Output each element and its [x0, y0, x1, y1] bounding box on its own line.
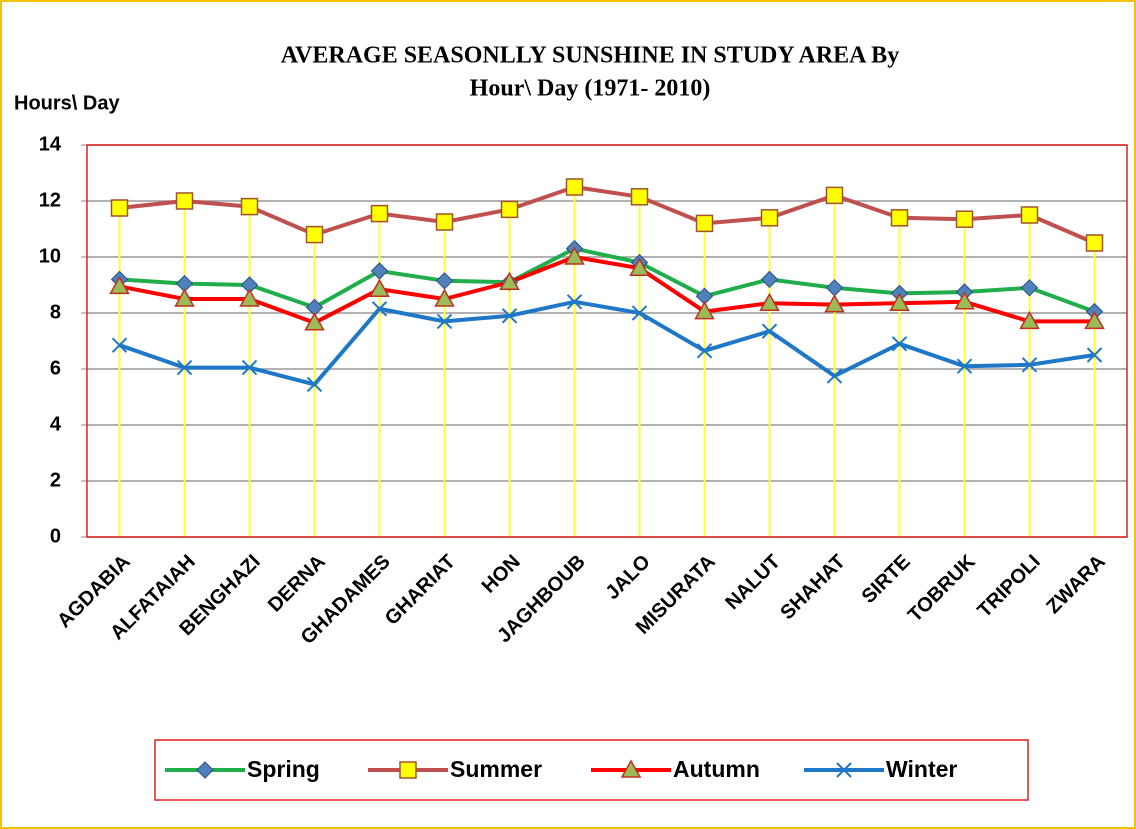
marker	[825, 186, 844, 205]
marker	[1085, 234, 1104, 252]
marker	[631, 305, 648, 321]
marker	[1086, 347, 1103, 363]
marker	[694, 301, 715, 320]
marker	[435, 213, 454, 231]
marker	[759, 292, 780, 311]
marker	[176, 359, 193, 376]
legend-label: Spring	[247, 756, 320, 782]
y-tick-label: 8	[50, 301, 61, 323]
marker	[760, 270, 779, 289]
marker	[566, 294, 583, 310]
marker	[499, 271, 520, 290]
marker	[369, 278, 390, 297]
marker	[1084, 310, 1105, 330]
marker	[110, 199, 129, 217]
series-line	[119, 246, 1096, 314]
marker	[630, 188, 649, 206]
marker	[305, 225, 324, 244]
marker	[891, 336, 908, 352]
legend-marker	[836, 762, 852, 778]
marker	[174, 288, 195, 307]
marker	[889, 292, 910, 311]
y-tick-label: 10	[39, 245, 61, 267]
marker	[434, 288, 455, 307]
marker	[111, 337, 128, 353]
marker	[436, 313, 453, 330]
marker	[240, 197, 259, 216]
legend-label: Autumn	[673, 756, 760, 782]
marker	[1021, 357, 1038, 373]
legend-marker	[620, 759, 642, 778]
series-line	[118, 299, 1095, 387]
marker	[306, 376, 323, 393]
marker	[761, 323, 778, 339]
marker	[695, 214, 714, 233]
marker	[371, 301, 388, 317]
legend-label: Summer	[450, 756, 542, 782]
y-tick-label: 0	[50, 525, 61, 547]
marker	[954, 291, 975, 310]
marker	[304, 312, 325, 331]
marker	[629, 257, 650, 276]
y-tick-label: 14	[39, 133, 62, 155]
y-tick-label: 12	[39, 189, 61, 211]
series-line	[119, 255, 1095, 325]
marker	[1020, 279, 1039, 297]
y-tick-label: 6	[50, 357, 61, 379]
series-line	[119, 185, 1096, 245]
marker	[500, 200, 519, 219]
marker	[370, 204, 389, 223]
chart-title: AVERAGE SEASONLLY SUNSHINE IN STUDY AREA…	[281, 43, 899, 69]
y-tick-label: 2	[50, 469, 61, 491]
chart-title: Hour\ Day (1971- 2010)	[470, 76, 711, 102]
marker	[760, 209, 779, 227]
legend-marker	[399, 761, 417, 779]
marker	[824, 294, 845, 313]
plot-area	[86, 144, 1128, 538]
marker	[175, 192, 194, 210]
marker	[565, 178, 584, 196]
marker	[955, 210, 974, 228]
legend-marker	[196, 761, 214, 779]
marker	[1019, 310, 1040, 330]
marker	[241, 359, 258, 376]
y-axis-label: Hours\ Day	[14, 92, 120, 114]
marker	[501, 308, 518, 324]
marker	[1020, 206, 1039, 224]
y-tick-label: 4	[50, 413, 62, 435]
marker	[564, 246, 585, 265]
marker	[890, 209, 909, 227]
marker	[239, 288, 260, 307]
marker	[956, 358, 973, 374]
marker	[826, 368, 843, 384]
legend-label: Winter	[886, 756, 957, 782]
marker	[109, 275, 130, 295]
marker	[696, 343, 713, 359]
